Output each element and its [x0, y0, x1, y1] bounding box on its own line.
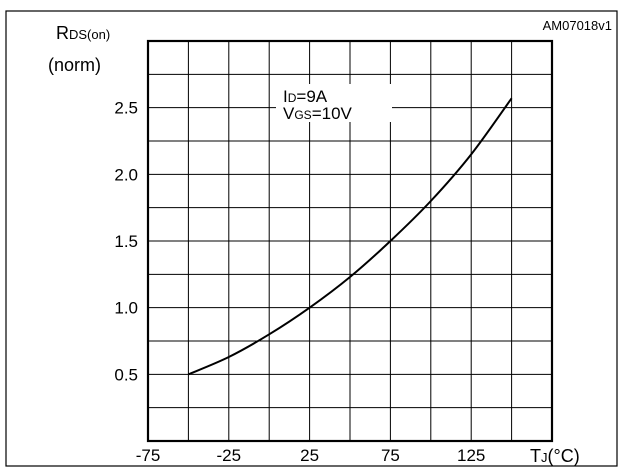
x-axis-label: TJ(°C)	[530, 446, 580, 466]
x-axis-label-main: T	[530, 446, 541, 466]
y-tick-label: 0.5	[114, 365, 138, 384]
y-tick-label: 2.0	[114, 165, 138, 184]
x-tick-label: 25	[300, 446, 319, 465]
series-line-rdson	[188, 97, 513, 376]
annotation-vgs-sub: GS	[294, 108, 311, 122]
annotation-background	[276, 84, 392, 122]
plot-border	[146, 39, 554, 443]
grid-lines	[148, 41, 552, 441]
outer-border	[5, 10, 618, 467]
y-axis-unit: (norm)	[48, 55, 101, 75]
y-tick-label: 1.5	[114, 232, 138, 251]
x-tick-label: -75	[136, 446, 161, 465]
annotation-id-value: =9A	[296, 87, 327, 106]
y-tick-labels: 0.5 1.0 1.5 2.0 2.5	[114, 99, 138, 385]
figure-id: AM07018v1	[543, 18, 612, 33]
y-axis-label: RDS(on)	[56, 23, 110, 43]
x-tick-label: -25	[217, 446, 242, 465]
y-axis-label-sub: DS(on)	[69, 27, 110, 42]
x-axis-label-sub: J	[541, 450, 548, 465]
y-axis-label-main: R	[56, 23, 69, 43]
y-tick-label: 2.5	[114, 99, 138, 118]
annotation-vgs: VGS=10V	[283, 104, 353, 123]
annotation-id-main: I	[283, 87, 288, 106]
annotation-vgs-main: V	[283, 104, 295, 123]
annotation-id: ID=9A	[283, 87, 328, 106]
annotation-vgs-value: =10V	[312, 104, 353, 123]
x-tick-label: 125	[457, 446, 485, 465]
x-tick-label: 75	[381, 446, 400, 465]
x-axis-label-unit: (°C)	[548, 446, 580, 466]
x-tick-labels: -75 -25 25 75 125	[136, 446, 486, 465]
y-tick-label: 1.0	[114, 299, 138, 318]
annotation-id-sub: D	[288, 91, 297, 105]
